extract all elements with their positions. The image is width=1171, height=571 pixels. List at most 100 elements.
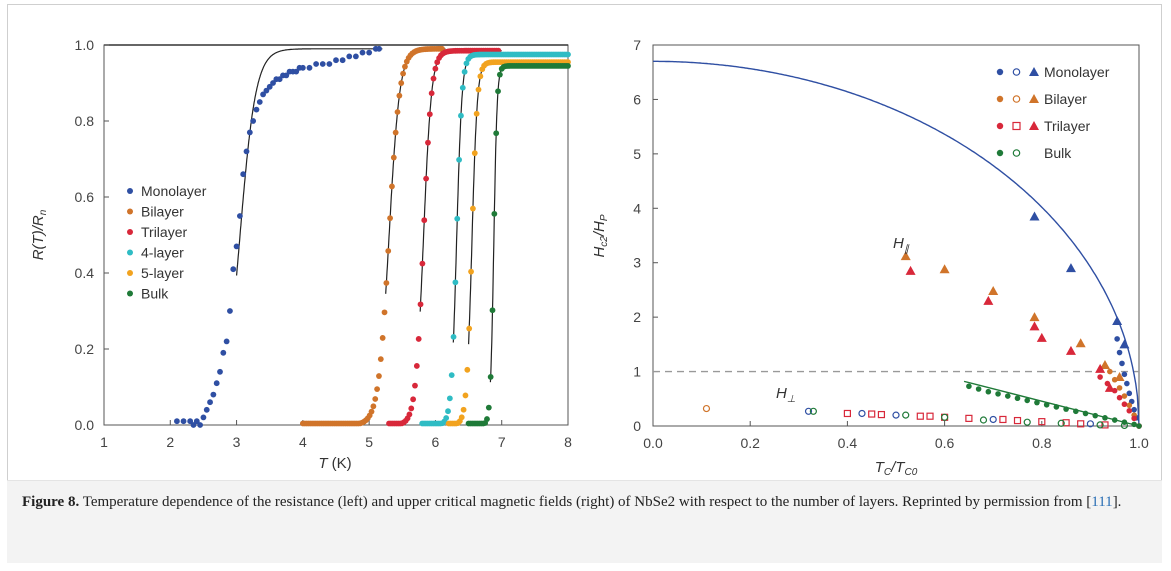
point-4-layer [452, 279, 459, 286]
point-5-layer [475, 86, 482, 93]
point-bilayer [389, 183, 395, 190]
dot-bulk [1073, 408, 1079, 415]
point-5-layer [464, 366, 471, 373]
point-monolayer [187, 418, 194, 425]
point-monolayer [227, 308, 233, 314]
right-x-tick-label: 1.0 [1129, 435, 1149, 451]
legend-filled-bilayer [996, 95, 1004, 103]
dot-bilayer [1116, 385, 1123, 391]
point-monolayer [240, 171, 247, 178]
point-trilayer [406, 411, 413, 418]
left-x-tick-label: 6 [432, 434, 440, 450]
right-panel-critical-field: 0.0 0.2 0.4 0.6 0.8 1.0 0 1 2 3 4 5 6 7 Monolayer Bila… [591, 37, 1149, 478]
point-trilayer [419, 260, 426, 267]
point-bulk [496, 71, 503, 78]
fit-line-monolayer [236, 48, 383, 276]
left-y-tick-label: 0.6 [75, 189, 95, 205]
caption-text: Temperature dependence of the resistance… [79, 494, 1092, 510]
annotation-h-perp: H⊥ [776, 385, 796, 405]
triangle-bilayer [900, 251, 911, 261]
legend-label-4-layer: 4-layer [141, 245, 184, 261]
dot-bulk [1014, 395, 1021, 402]
point-trilayer [426, 111, 433, 118]
legend-label-monolayer: Monolayer [141, 183, 207, 199]
point-monolayer [339, 57, 346, 64]
left-y-axis-label: R(T)/Rn [30, 209, 49, 260]
dot-monolayer [1124, 380, 1130, 387]
dot-bilayer [1126, 402, 1133, 409]
point-monolayer [223, 338, 230, 345]
point-bilayer [398, 80, 405, 86]
triangle-bilayer [939, 264, 950, 274]
point-monolayer [256, 99, 263, 105]
right-y-tick-label: 2 [633, 309, 641, 325]
point-bilayer [377, 356, 384, 363]
point-bilayer [383, 280, 390, 286]
legend-label-trilayer: Trilayer [1044, 118, 1090, 134]
legend-marker-4-layer [127, 249, 133, 256]
right-y-tick-label: 0 [633, 418, 641, 434]
point-5-layer [468, 268, 474, 275]
triangle-trilayer [1095, 363, 1106, 373]
open-circle-bulk [809, 407, 817, 415]
open-circle-monolayer [892, 411, 900, 419]
point-5-layer [471, 150, 478, 157]
right-fit-curves [653, 60, 1140, 427]
point-monolayer [190, 422, 197, 428]
left-y-tick-label: 0.0 [75, 417, 95, 433]
open-circle-bulk [902, 411, 910, 419]
point-bilayer [385, 248, 392, 254]
point-bilayer [387, 215, 393, 222]
caption-label: Figure 8. [22, 494, 80, 510]
point-monolayer [326, 61, 333, 67]
right-plot-area [652, 44, 1140, 427]
dot-trilayer [1131, 415, 1137, 422]
point-monolayer [319, 61, 326, 67]
legend-filled-bulk [996, 149, 1004, 157]
point-5-layer [466, 325, 473, 332]
left-x-tick-label: 3 [233, 434, 241, 450]
point-trilayer [432, 65, 439, 72]
triangle-monolayer [1029, 211, 1040, 221]
dot-trilayer [1097, 374, 1103, 380]
point-monolayer [236, 213, 243, 219]
caption-box [7, 480, 1162, 563]
caption-reference-link[interactable]: 111 [1091, 494, 1113, 510]
point-monolayer [352, 53, 359, 60]
point-trilayer [410, 396, 417, 403]
point-5-layer [477, 73, 484, 80]
open-circle-monolayer [804, 407, 813, 415]
open-circle-bulk [1120, 421, 1129, 430]
point-bulk [491, 210, 498, 217]
left-x-tick-label: 1 [100, 434, 108, 450]
dot-bulk [1043, 401, 1050, 408]
right-y-axis-label: Hc2/HP [591, 214, 610, 257]
left-y-tick-label: 0.8 [75, 113, 95, 129]
point-monolayer [220, 349, 227, 356]
dot-monolayer [1126, 390, 1133, 397]
legend-label-bulk: Bulk [1044, 145, 1072, 161]
legend-marker-bulk [127, 290, 133, 297]
triangle-bilayer [1099, 360, 1110, 370]
point-monolayer [180, 418, 187, 425]
dot-bulk [1082, 410, 1089, 417]
dot-trilayer [1116, 394, 1123, 401]
point-monolayer [217, 368, 223, 375]
point-trilayer [428, 90, 435, 97]
point-monolayer [207, 399, 213, 406]
triangle-trilayer [983, 295, 994, 305]
point-4-layer [443, 415, 450, 421]
left-x-tick-label: 5 [365, 434, 373, 450]
point-trilayer [412, 382, 418, 389]
legend-triangle-bilayer [1029, 94, 1039, 103]
triangle-trilayer [1065, 345, 1076, 355]
open-square-trilayer [1013, 416, 1022, 425]
point-5-layer [462, 392, 469, 399]
point-bilayer [372, 396, 379, 402]
right-y-tick-label: 7 [633, 37, 641, 53]
point-5-layer [470, 205, 476, 212]
left-x-tick-label: 7 [498, 434, 506, 450]
right-axis-ticks: 0.0 0.2 0.4 0.6 0.8 1.0 0 1 2 3 4 5 6 7 [633, 37, 1149, 451]
dot-bilayer [1107, 368, 1113, 375]
left-axis-ticks: 1 2 3 4 5 6 7 8 0.0 0.2 0.4 0.6 0.8 1.0 [75, 37, 573, 450]
